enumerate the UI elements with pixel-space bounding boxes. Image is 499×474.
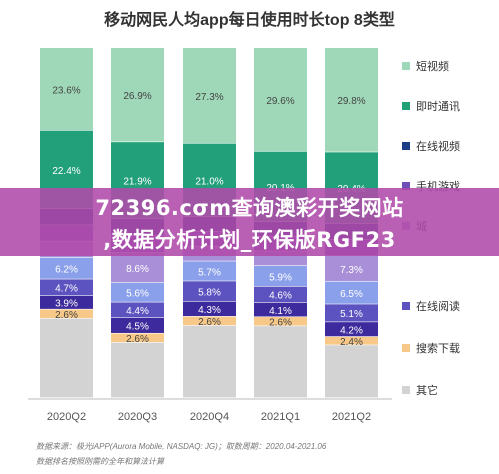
bar-segment: [254, 317, 307, 326]
x-tick-label: 2021Q1: [261, 411, 300, 423]
legend-item: 在线阅读: [402, 300, 460, 313]
data-label: 4.6%: [269, 291, 292, 302]
data-label: 26.9%: [123, 91, 151, 102]
data-label: 5.1%: [340, 309, 363, 320]
data-label: 22.4%: [52, 166, 80, 177]
legend-swatch: [402, 102, 410, 110]
bar-segment: [40, 279, 93, 296]
bar-segment: [183, 48, 236, 143]
legend-item: 其它: [402, 384, 438, 397]
data-label: 29.6%: [266, 96, 294, 107]
legend-label: 即时通讯: [416, 101, 460, 113]
data-label: 5.8%: [198, 287, 221, 298]
bar-segment: [183, 301, 236, 317]
bar-segment: [183, 316, 236, 326]
banner-line-2: ,数据分析计划_环保版RGF23: [103, 228, 396, 252]
watermark-banner: 72396.cσm查询澳彩开奖网站 ,数据分析计划_环保版RGF23: [0, 188, 499, 256]
bar-segment: [183, 281, 236, 301]
x-tick-label: 2020Q3: [118, 411, 157, 423]
data-label: 27.3%: [195, 92, 223, 103]
data-label: 2.6%: [55, 310, 78, 321]
legend-swatch: [402, 386, 410, 394]
bar-segment: [111, 252, 164, 283]
legend-item: 短视频: [402, 60, 449, 73]
bar-segment: [40, 309, 93, 318]
bar-segment: [183, 325, 236, 398]
data-label: 4.3%: [198, 305, 221, 316]
data-label: 3.9%: [55, 299, 78, 310]
bar-segment: [111, 342, 164, 398]
data-label: 2.6%: [126, 334, 149, 345]
bar-segment: [254, 302, 307, 317]
data-label: 23.6%: [52, 85, 80, 96]
bar-segment: [111, 282, 164, 302]
bar-segment: [325, 48, 378, 152]
legend-item: 即时通讯: [402, 100, 460, 113]
data-label: 29.8%: [337, 96, 365, 107]
banner-line-1: 72396.cσm查询澳彩开奖网站: [95, 196, 404, 220]
data-label: 8.6%: [126, 264, 149, 275]
data-label: 4.4%: [126, 306, 149, 317]
data-label: 2.6%: [198, 317, 221, 328]
footer-source: 数据来源：极光iAPP(Aurora Mobile, NASDAQ: JG)；取…: [36, 442, 327, 451]
legend-swatch: [402, 182, 410, 190]
x-tick-label: 2021Q2: [332, 411, 371, 423]
bar-segment: [325, 256, 378, 281]
data-label: 5.6%: [126, 289, 149, 300]
legend-swatch: [402, 62, 410, 70]
legend-label: 搜索下载: [416, 343, 460, 355]
data-label: 2.6%: [269, 318, 292, 329]
bar-segment: [325, 281, 378, 304]
bar-segment: [325, 345, 378, 398]
data-label: 21.0%: [195, 176, 223, 187]
chart-title: 移动网民人均app每日使用时长top 8类型: [104, 12, 395, 29]
bar-segment: [254, 265, 307, 287]
x-tick-labels: 2020Q2 2020Q3 2020Q4 2021Q1 2021Q2: [47, 411, 371, 423]
bar-segment: [325, 304, 378, 322]
bar-segment: [40, 318, 93, 398]
data-label: 7.3%: [340, 265, 363, 276]
legend-label: 在线阅读: [416, 301, 460, 313]
legend-swatch: [402, 344, 410, 352]
legend-label: 其它: [416, 385, 438, 397]
bar-segment: [111, 317, 164, 333]
legend-swatch: [402, 142, 410, 150]
bar-segment: [111, 333, 164, 343]
bar-segment: [111, 48, 164, 142]
bar-segment: [40, 295, 93, 309]
data-label: 4.2%: [340, 326, 363, 337]
x-tick-label: 2020Q2: [47, 411, 86, 423]
bar-segment: [325, 322, 378, 337]
legend-label: 短视频: [416, 61, 449, 73]
data-label: 4.1%: [269, 306, 292, 317]
bar-segment: [254, 48, 307, 151]
legend-item: 在线视频: [402, 140, 460, 153]
footer-note: 数据排名按照刚需的全年和算法计算: [36, 457, 164, 466]
bar-segment: [40, 257, 93, 279]
data-label: 5.7%: [198, 267, 221, 278]
data-label: 5.9%: [269, 272, 292, 283]
legend-swatch: [402, 302, 410, 310]
x-tick-label: 2020Q4: [190, 411, 229, 423]
data-label: 21.9%: [123, 176, 151, 187]
bar-segment: [183, 261, 236, 281]
bar-segment: [254, 286, 307, 303]
data-label: 6.2%: [55, 265, 78, 276]
bar-segment: [40, 48, 93, 130]
data-label: 4.5%: [126, 322, 149, 333]
data-label: 2.4%: [340, 337, 363, 348]
legend-label: 在线视频: [416, 141, 460, 153]
bar-segment: [325, 336, 378, 345]
bar-segment: [111, 302, 164, 318]
data-label: 4.7%: [55, 284, 78, 295]
legend-item: 搜索下载: [402, 342, 460, 355]
bar-segment: [254, 326, 307, 398]
data-label: 6.5%: [340, 289, 363, 300]
